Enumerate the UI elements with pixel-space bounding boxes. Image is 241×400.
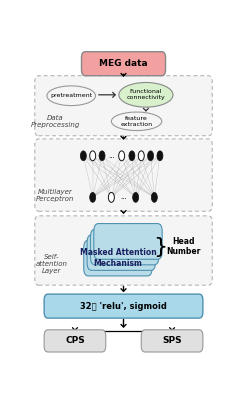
FancyBboxPatch shape	[35, 216, 212, 285]
Text: }: }	[153, 237, 167, 257]
Circle shape	[90, 192, 96, 202]
FancyBboxPatch shape	[90, 229, 159, 265]
Text: Masked Attention
Mechanism: Masked Attention Mechanism	[80, 248, 156, 268]
Text: ...: ...	[108, 153, 115, 159]
Circle shape	[99, 151, 105, 161]
Text: Functional
connectivity: Functional connectivity	[127, 90, 165, 100]
Text: pretreatment: pretreatment	[50, 93, 92, 98]
Text: feature
extraction: feature extraction	[120, 116, 153, 127]
Text: MEG data: MEG data	[99, 59, 148, 68]
Ellipse shape	[119, 82, 173, 107]
FancyBboxPatch shape	[87, 235, 155, 270]
Circle shape	[90, 151, 96, 161]
Ellipse shape	[111, 112, 162, 130]
FancyBboxPatch shape	[84, 240, 152, 276]
FancyBboxPatch shape	[94, 224, 162, 259]
FancyBboxPatch shape	[81, 52, 166, 76]
Text: Head
Number: Head Number	[166, 237, 201, 256]
Text: CPS: CPS	[65, 336, 85, 346]
FancyBboxPatch shape	[35, 139, 212, 211]
Text: Multilayer
Perceptron: Multilayer Perceptron	[36, 189, 74, 202]
FancyBboxPatch shape	[44, 294, 203, 318]
Circle shape	[138, 151, 144, 161]
Circle shape	[157, 151, 163, 161]
Circle shape	[147, 151, 154, 161]
FancyBboxPatch shape	[141, 330, 203, 352]
Circle shape	[119, 151, 125, 161]
Circle shape	[80, 151, 86, 161]
Text: Self-
attention
Layer: Self- attention Layer	[36, 254, 68, 274]
Text: 32， 'relu', sigmoid: 32， 'relu', sigmoid	[80, 302, 167, 311]
Ellipse shape	[47, 86, 95, 106]
Text: Data
Preprocessing: Data Preprocessing	[31, 115, 80, 128]
Circle shape	[151, 192, 157, 202]
Text: ...: ...	[120, 194, 127, 200]
FancyBboxPatch shape	[44, 330, 106, 352]
Circle shape	[108, 192, 114, 202]
FancyBboxPatch shape	[35, 76, 212, 136]
Circle shape	[129, 151, 135, 161]
Circle shape	[133, 192, 139, 202]
Text: SPS: SPS	[162, 336, 182, 346]
